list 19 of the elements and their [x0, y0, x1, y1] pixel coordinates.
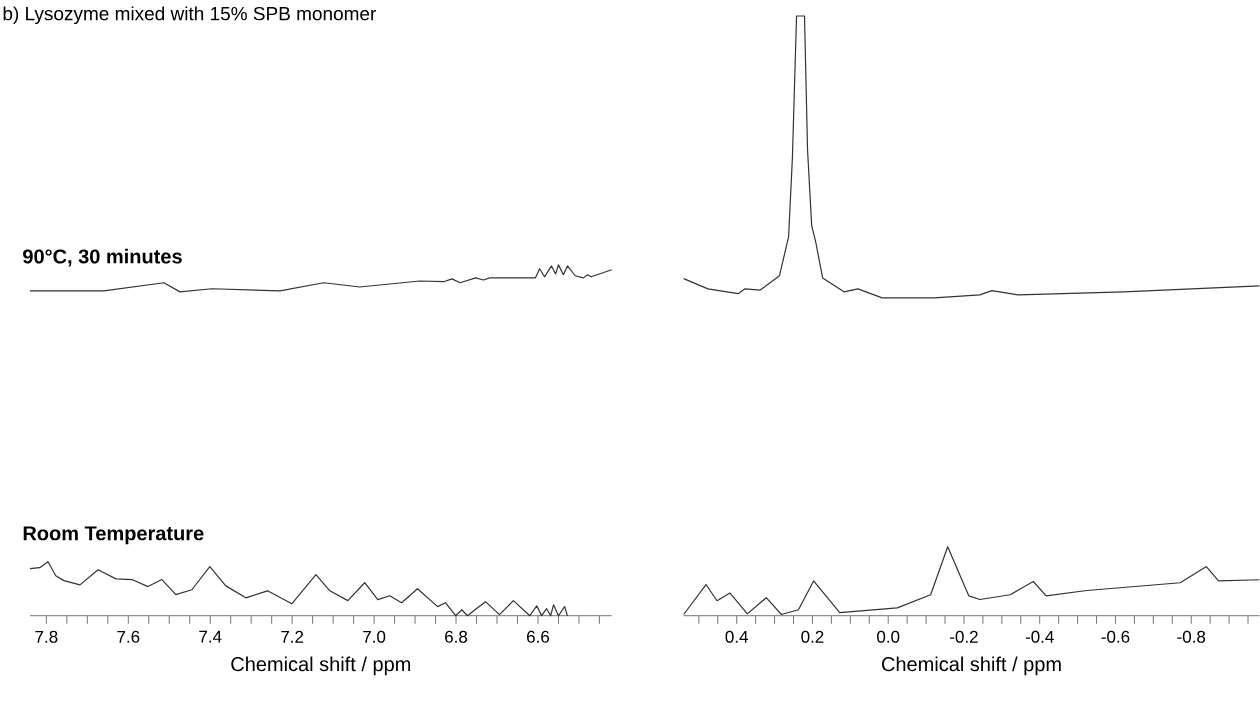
x-tick-label: 6.6 [527, 630, 550, 643]
x-tick-label: -0.8 [1177, 630, 1206, 643]
x-tick-label: 0.0 [877, 630, 900, 643]
x-tick-label: 7.2 [281, 630, 304, 643]
series-label: 90°C, 30 minutes [23, 249, 182, 267]
x-tick-label: 0.4 [725, 630, 749, 643]
x-tick-label: 6.8 [445, 630, 468, 643]
x-tick-label: 7.4 [199, 630, 222, 643]
x-tick-label: 7.6 [117, 630, 140, 643]
x-tick-label: 0.2 [801, 630, 824, 643]
x-tick-label: -0.4 [1025, 630, 1054, 643]
series-label: Room Temperature [23, 526, 204, 545]
x-tick-label: -0.2 [950, 630, 978, 643]
x-tick-label: 7.8 [35, 630, 58, 643]
x-axis-title: Chemical shift / ppm [231, 656, 411, 676]
chart-title: b) Lysozyme mixed with 15% SPB monomer [3, 6, 377, 25]
x-tick-label: -0.6 [1101, 630, 1130, 643]
x-axis-title: Chemical shift / ppm [882, 656, 1061, 676]
x-tick-label: 7.0 [363, 630, 386, 643]
